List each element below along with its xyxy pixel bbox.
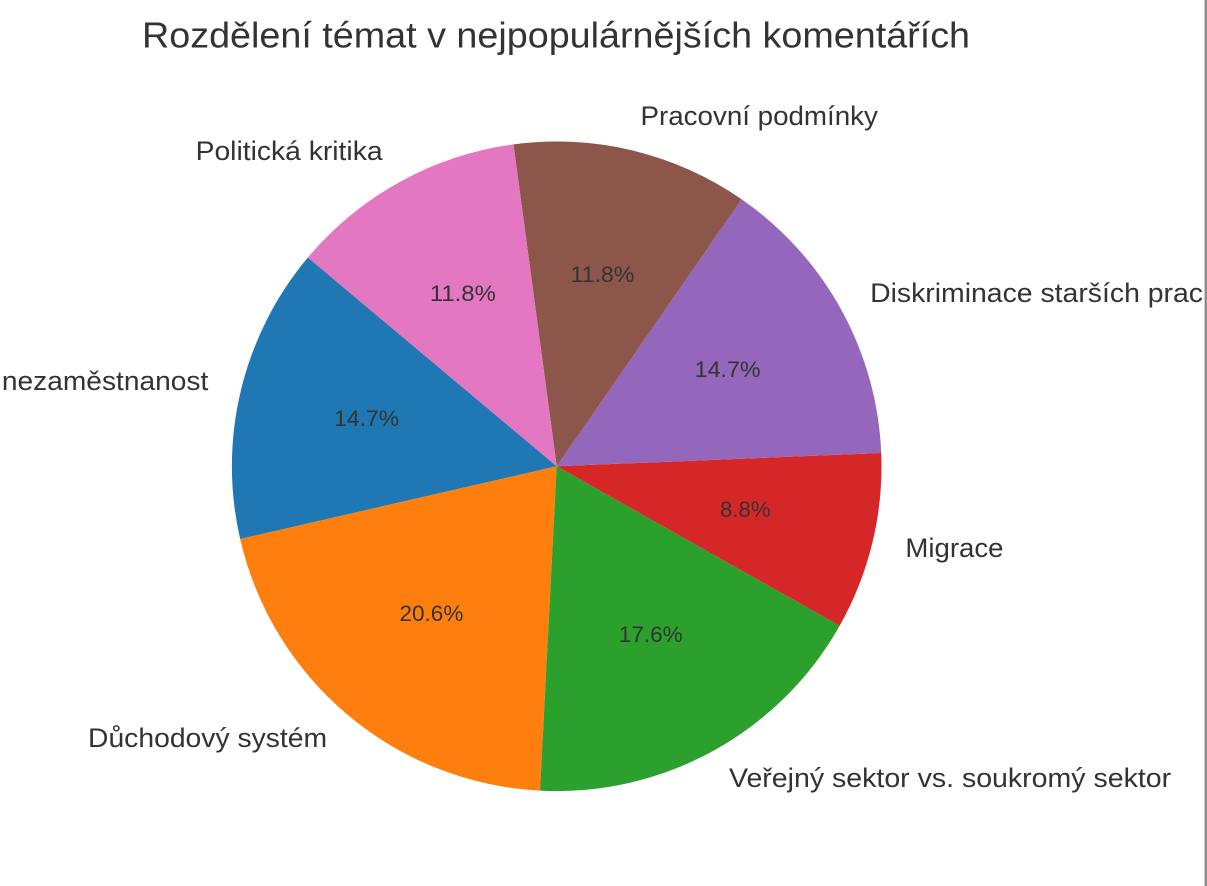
svg-text:14.7%: 14.7% xyxy=(695,357,761,382)
svg-text:11.8%: 11.8% xyxy=(430,281,496,306)
svg-text:Migrace: Migrace xyxy=(905,533,1003,563)
svg-text:Pracovní podmínky: Pracovní podmínky xyxy=(641,101,879,131)
svg-text:Rozdělení témat v nejpopulárně: Rozdělení témat v nejpopulárnějších kome… xyxy=(142,14,970,55)
svg-text:Politická kritika: Politická kritika xyxy=(196,136,383,166)
svg-text:8.8%: 8.8% xyxy=(720,497,771,522)
svg-text:14.7%: 14.7% xyxy=(334,406,399,431)
svg-text:20.6%: 20.6% xyxy=(400,601,464,626)
svg-text:11.8%: 11.8% xyxy=(571,262,635,287)
svg-text:Veřejný sektor vs. soukromý se: Veřejný sektor vs. soukromý sektor xyxy=(729,763,1171,793)
svg-text:nezaměstnanost: nezaměstnanost xyxy=(2,366,209,396)
svg-text:Důchodový systém: Důchodový systém xyxy=(88,723,327,753)
svg-text:17.6%: 17.6% xyxy=(619,622,683,647)
svg-text:Diskriminace starších pracovní: Diskriminace starších pracovníků xyxy=(870,278,1207,308)
